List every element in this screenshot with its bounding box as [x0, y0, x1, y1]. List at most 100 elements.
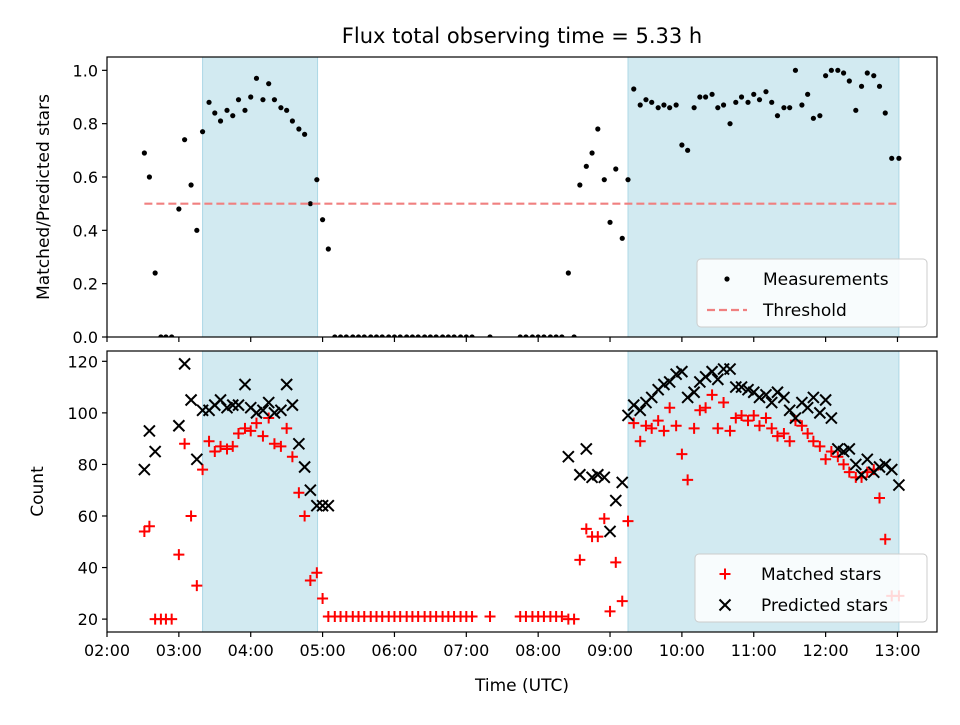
matched-stars-point	[610, 556, 622, 568]
matched-stars-point	[807, 435, 819, 447]
legend-marker-plus	[719, 568, 731, 580]
measurements-point	[188, 182, 194, 188]
matched-stars-point	[215, 440, 227, 452]
legend: Measurements Threshold	[696, 258, 928, 328]
measurements-point	[529, 334, 536, 337]
measurements-point	[182, 137, 188, 143]
predicted-stars-point	[723, 362, 737, 376]
matched-stars-point	[197, 464, 209, 476]
matched-stars-point	[203, 435, 215, 447]
predicted-stars-point	[298, 460, 311, 474]
measurements-point	[176, 206, 182, 212]
series-group	[141, 67, 902, 337]
measurements-point	[637, 102, 643, 108]
measurements-point	[896, 155, 902, 161]
measurements-point	[649, 99, 655, 105]
measurements-point	[457, 334, 464, 337]
matched-stars-point	[257, 430, 269, 442]
matched-stars-point	[652, 415, 664, 427]
measurements-point	[427, 334, 433, 337]
matched-stars-point	[580, 523, 592, 535]
measurements-point	[230, 113, 236, 119]
measurements-point	[661, 102, 667, 108]
measurements-point	[756, 97, 763, 103]
matched-stars-point	[766, 422, 778, 434]
matched-stars-point	[664, 402, 676, 414]
y-tick-label: 20	[78, 610, 98, 629]
measurements-point	[523, 334, 529, 337]
predicted-stars-point	[274, 404, 288, 417]
predicted-stars-point	[735, 380, 748, 394]
measurements-point	[284, 107, 290, 113]
predicted-stars-point	[316, 499, 329, 512]
predicted-stars-point	[783, 404, 796, 417]
y-axis-label: Count	[28, 466, 48, 517]
measurements-point	[781, 105, 787, 111]
y-tick-label: 80	[78, 455, 98, 474]
measurements-point	[799, 102, 805, 108]
measurements-point	[631, 86, 637, 92]
measurements-point	[248, 94, 254, 100]
matched-stars-point	[622, 515, 634, 527]
predicted-stars-point	[843, 442, 856, 456]
matched-stars-point	[574, 554, 586, 566]
x-tick-label: 03:00	[156, 641, 202, 660]
predicted-stars-point	[573, 468, 587, 481]
matched-stars-point	[191, 580, 203, 592]
y-axis-label: Matched/Predicted stars	[34, 94, 54, 300]
measurements-point	[397, 334, 403, 337]
predicted-stars-point	[262, 396, 275, 409]
matched-stars-point	[179, 438, 191, 450]
measurements-point	[571, 334, 577, 337]
measurements-point	[404, 334, 410, 337]
matched-stars-point	[628, 417, 640, 429]
y-tick-label: 100	[67, 404, 98, 423]
measurements-point	[882, 110, 888, 116]
measurements-point	[212, 110, 218, 116]
matched-stars-point	[748, 409, 760, 421]
predicted-stars-point	[789, 411, 802, 425]
measurements-point	[655, 105, 661, 111]
predicted-stars-point	[322, 499, 335, 512]
predicted-stars-point	[675, 365, 689, 378]
predicted-stars-point	[138, 463, 151, 476]
x-tick-label: 10:00	[659, 641, 705, 660]
matched-stars-point	[724, 425, 736, 437]
measurements-point	[792, 67, 799, 73]
measurements-point	[697, 94, 703, 100]
predicted-stars-point	[711, 373, 725, 386]
measurements-point	[589, 150, 595, 156]
measurements-point	[296, 126, 302, 132]
x-tick-label: 05:00	[300, 641, 346, 660]
predicted-stars-point	[292, 437, 306, 451]
measurements-point	[302, 131, 308, 137]
measurements-point	[289, 118, 296, 124]
matched-stars-point	[778, 427, 790, 439]
matched-stars-point	[311, 567, 323, 579]
measurements-point	[266, 81, 272, 87]
matched-stars-point	[466, 611, 478, 623]
measurements-point	[840, 70, 847, 76]
predicted-stars-point	[148, 445, 162, 458]
panel-ratio: 0.0 0.2 0.4 0.6 0.8 1.0 Matched/Predicted star…	[34, 56, 938, 347]
matched-stars-point	[317, 592, 329, 604]
measurements-point	[787, 105, 793, 111]
measurements-point	[583, 163, 589, 169]
predicted-stars-point	[280, 378, 293, 391]
predicted-stars-point	[819, 393, 832, 407]
measurements-point	[368, 334, 374, 337]
matched-stars-point	[802, 427, 814, 439]
measurements-point	[577, 182, 583, 188]
matched-stars-point	[568, 613, 580, 625]
measurements-point	[350, 334, 356, 337]
measurements-point	[559, 334, 565, 337]
y-tick-label: 0.2	[73, 275, 98, 294]
predicted-stars-point	[304, 484, 317, 497]
predicted-stars-point	[310, 499, 324, 512]
legend-label: Matched stars	[761, 565, 881, 585]
matched-stars-point	[843, 466, 855, 478]
measurements-point	[553, 334, 559, 337]
predicted-stars-point	[801, 401, 814, 414]
y-tick-label: 60	[78, 507, 98, 526]
